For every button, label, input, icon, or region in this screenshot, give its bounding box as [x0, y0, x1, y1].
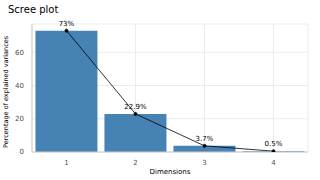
svg-text:Percentage of explained varian: Percentage of explained variances [8, 35, 10, 148]
svg-text:0.5%: 0.5% [265, 140, 283, 148]
svg-text:Dimensions: Dimensions [150, 168, 191, 176]
svg-text:22.9%: 22.9% [124, 103, 147, 111]
svg-text:1: 1 [64, 159, 68, 167]
svg-text:3.7%: 3.7% [196, 135, 214, 143]
svg-text:20: 20 [15, 115, 24, 123]
svg-text:2: 2 [133, 159, 137, 167]
svg-text:73%: 73% [59, 20, 75, 28]
svg-text:60: 60 [15, 49, 24, 57]
svg-text:40: 40 [15, 82, 24, 90]
svg-text:3: 3 [202, 159, 206, 167]
html-text:Scree plot: Scree plot [8, 4, 59, 15]
svg-text:4: 4 [271, 159, 276, 167]
svg-text:0: 0 [20, 148, 24, 156]
